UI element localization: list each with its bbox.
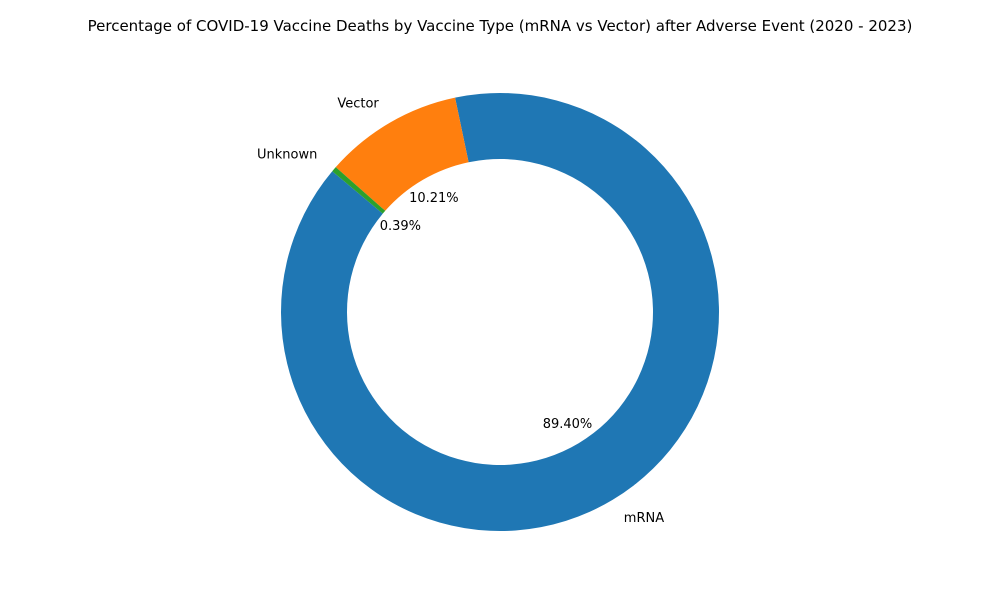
labels-layer: mRNA 89.40% Vector 10.21% Unknown 0.39% bbox=[257, 96, 664, 526]
slice-label-unknown: Unknown bbox=[257, 147, 317, 162]
pct-label-unknown: 0.39% bbox=[380, 219, 421, 234]
pct-label-vector: 10.21% bbox=[409, 191, 459, 206]
slice-label-mrna: mRNA bbox=[624, 511, 664, 526]
slice-mrna bbox=[280, 92, 719, 532]
slice-unknown bbox=[332, 167, 386, 214]
chart-title: Percentage of COVID-19 Vaccine Deaths by… bbox=[88, 17, 913, 35]
slice-label-vector: Vector bbox=[337, 96, 379, 111]
slice-vector bbox=[335, 97, 469, 211]
pct-label-mrna: 89.40% bbox=[543, 417, 593, 432]
slices-layer bbox=[280, 92, 719, 532]
